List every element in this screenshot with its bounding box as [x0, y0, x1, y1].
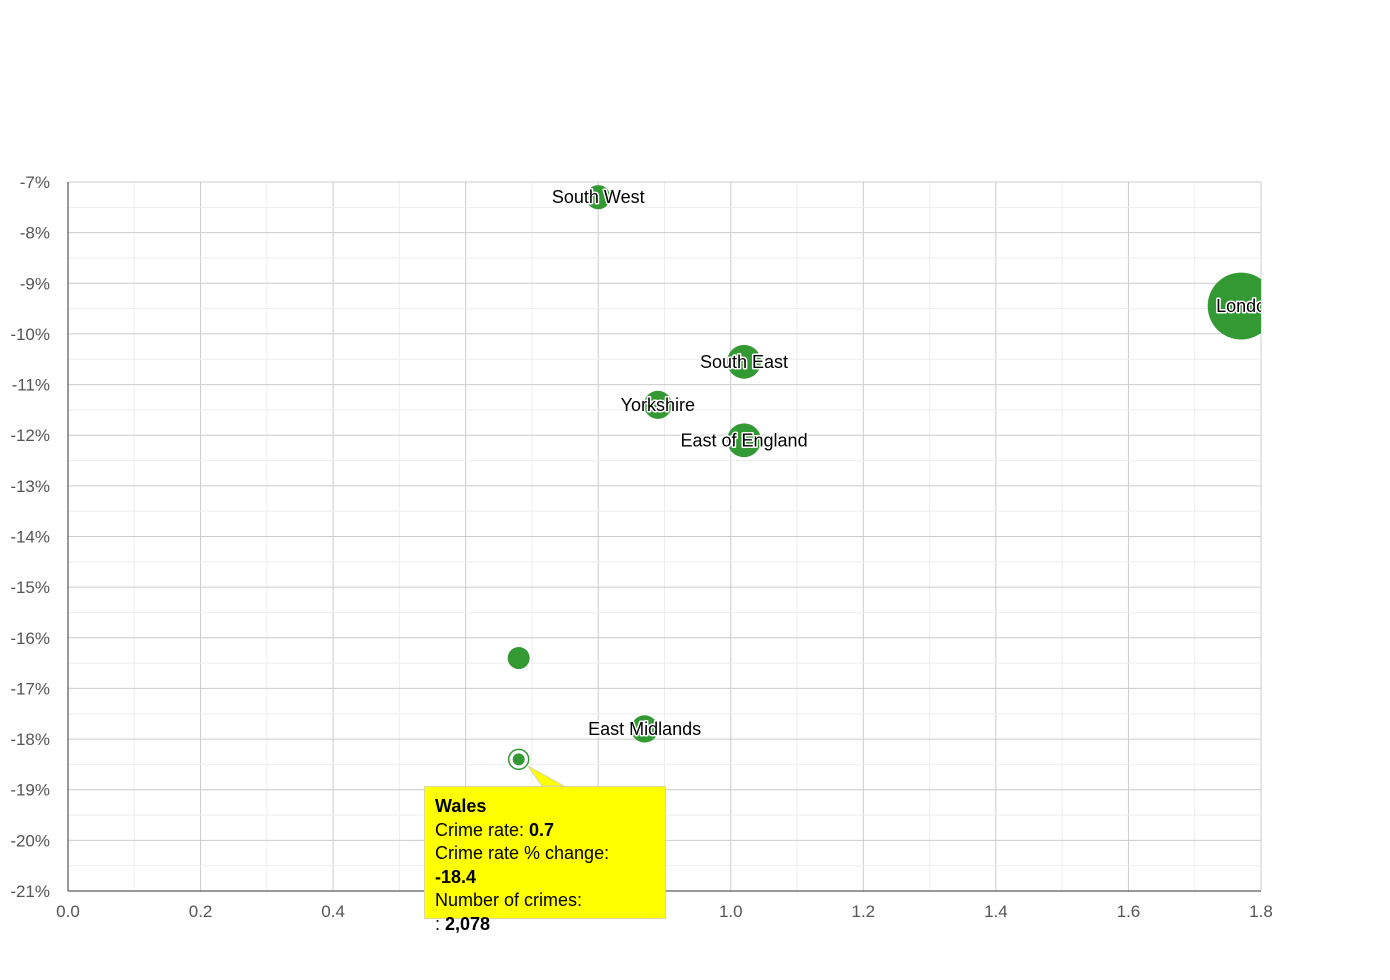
tick-labels: 0.0 0.2 0.4 1.0 1.2 1.4 1.6 1.8 -7% -8% -9% -10% -11… [10, 173, 1273, 921]
y-tick-label: -14% [10, 528, 50, 547]
tooltip-title: Wales [435, 796, 487, 816]
tooltip-crime-rate-change: Crime rate % change: -18.4 [435, 843, 610, 887]
y-tick-label: -13% [10, 477, 50, 496]
point-tooltip: Wales Crime rate: 0.7 Crime rate % chang… [424, 786, 666, 934]
point-labels: South West Londo South East Yorkshire East o… [550, 186, 1266, 741]
point-label: South West [552, 187, 645, 207]
x-tick-label: 0.2 [189, 902, 213, 921]
data-point [512, 753, 525, 766]
y-tick-label: -15% [10, 578, 50, 597]
y-tick-label: -21% [10, 882, 50, 901]
x-tick-label: 0.4 [321, 902, 345, 921]
tooltip-number-of-crimes: Number of crimes: [435, 890, 583, 910]
y-tick-label: -20% [10, 831, 50, 850]
data-points [507, 185, 1261, 771]
y-tick-label: -9% [20, 274, 50, 293]
data-point [1207, 272, 1261, 340]
y-tick-label: -17% [10, 679, 50, 698]
point-label: Londo [1216, 296, 1266, 316]
x-tick-label: 1.0 [719, 902, 743, 921]
y-tick-label: -10% [10, 325, 50, 344]
data-point [727, 423, 761, 458]
data-point [507, 647, 530, 670]
x-tick-label: 1.2 [852, 902, 876, 921]
point-label: Yorkshire [621, 395, 695, 415]
data-point [643, 390, 672, 419]
point-label: East Midlands [588, 719, 701, 739]
grid [67, 181, 1262, 892]
point-label: South East [700, 352, 788, 372]
tooltip-crime-rate: Crime rate: 0.7 [435, 819, 555, 840]
y-tick-label: -19% [10, 781, 50, 800]
data-point [727, 344, 761, 379]
x-tick-label: 1.4 [984, 902, 1008, 921]
data-point [630, 715, 659, 743]
point-label: East of England [680, 430, 807, 450]
y-tick-label: -11% [12, 376, 50, 395]
data-point [586, 185, 611, 210]
y-tick-label: -16% [10, 629, 50, 648]
y-tick-label: -8% [20, 224, 50, 243]
x-tick-label: 1.6 [1117, 902, 1141, 921]
y-tick-label: -7% [20, 173, 50, 192]
tooltip-crime-count: : 2,078 [435, 913, 491, 934]
y-tick-label: -18% [10, 730, 50, 749]
y-tick-label: -12% [10, 426, 50, 445]
x-tick-label: 1.8 [1249, 902, 1273, 921]
x-tick-label: 0.0 [56, 902, 80, 921]
